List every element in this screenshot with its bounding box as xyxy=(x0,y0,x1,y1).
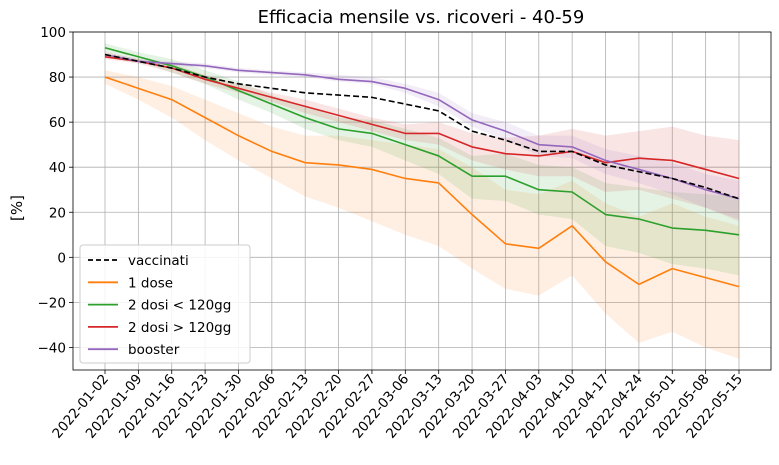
series-line-2 xyxy=(104,47,740,236)
legend-label: booster xyxy=(128,342,180,358)
x-axis: 2022-01-022022-01-092022-01-162022-01-23… xyxy=(49,370,746,442)
series-line-1 xyxy=(104,76,740,288)
legend-label: 1 dose xyxy=(128,275,173,291)
y-tick-label: 20 xyxy=(49,205,66,221)
legend-label: vaccinati xyxy=(128,253,189,269)
y-tick-label: 40 xyxy=(49,160,66,176)
y-tick-label: 0 xyxy=(57,250,66,266)
y-tick-label: −20 xyxy=(38,295,67,311)
y-axis: 100 80 60 40 20 0 −20 −40 xyxy=(38,25,73,356)
y-tick-label: 80 xyxy=(49,70,66,86)
y-tick-label: 100 xyxy=(40,25,66,41)
y-tick-label: 60 xyxy=(49,115,66,131)
band-1 xyxy=(105,70,739,359)
series-line-3 xyxy=(104,55,740,180)
y-tick-label: −40 xyxy=(38,340,67,356)
series-line-4 xyxy=(104,53,740,200)
plot-frame xyxy=(72,31,772,371)
chart-title: Efficacia mensile vs. ricoveri - 40-59 xyxy=(258,7,585,28)
legend-box xyxy=(79,244,251,364)
series-lines xyxy=(104,47,740,288)
legend: vaccinati 1 dose 2 dosi < 120gg 2 dosi > 12… xyxy=(79,244,251,364)
y-axis-label: [%] xyxy=(8,195,26,221)
legend-label: 2 dosi < 120gg xyxy=(128,298,231,314)
legend-label: 2 dosi > 120gg xyxy=(128,320,231,336)
series-line-0 xyxy=(104,53,740,200)
